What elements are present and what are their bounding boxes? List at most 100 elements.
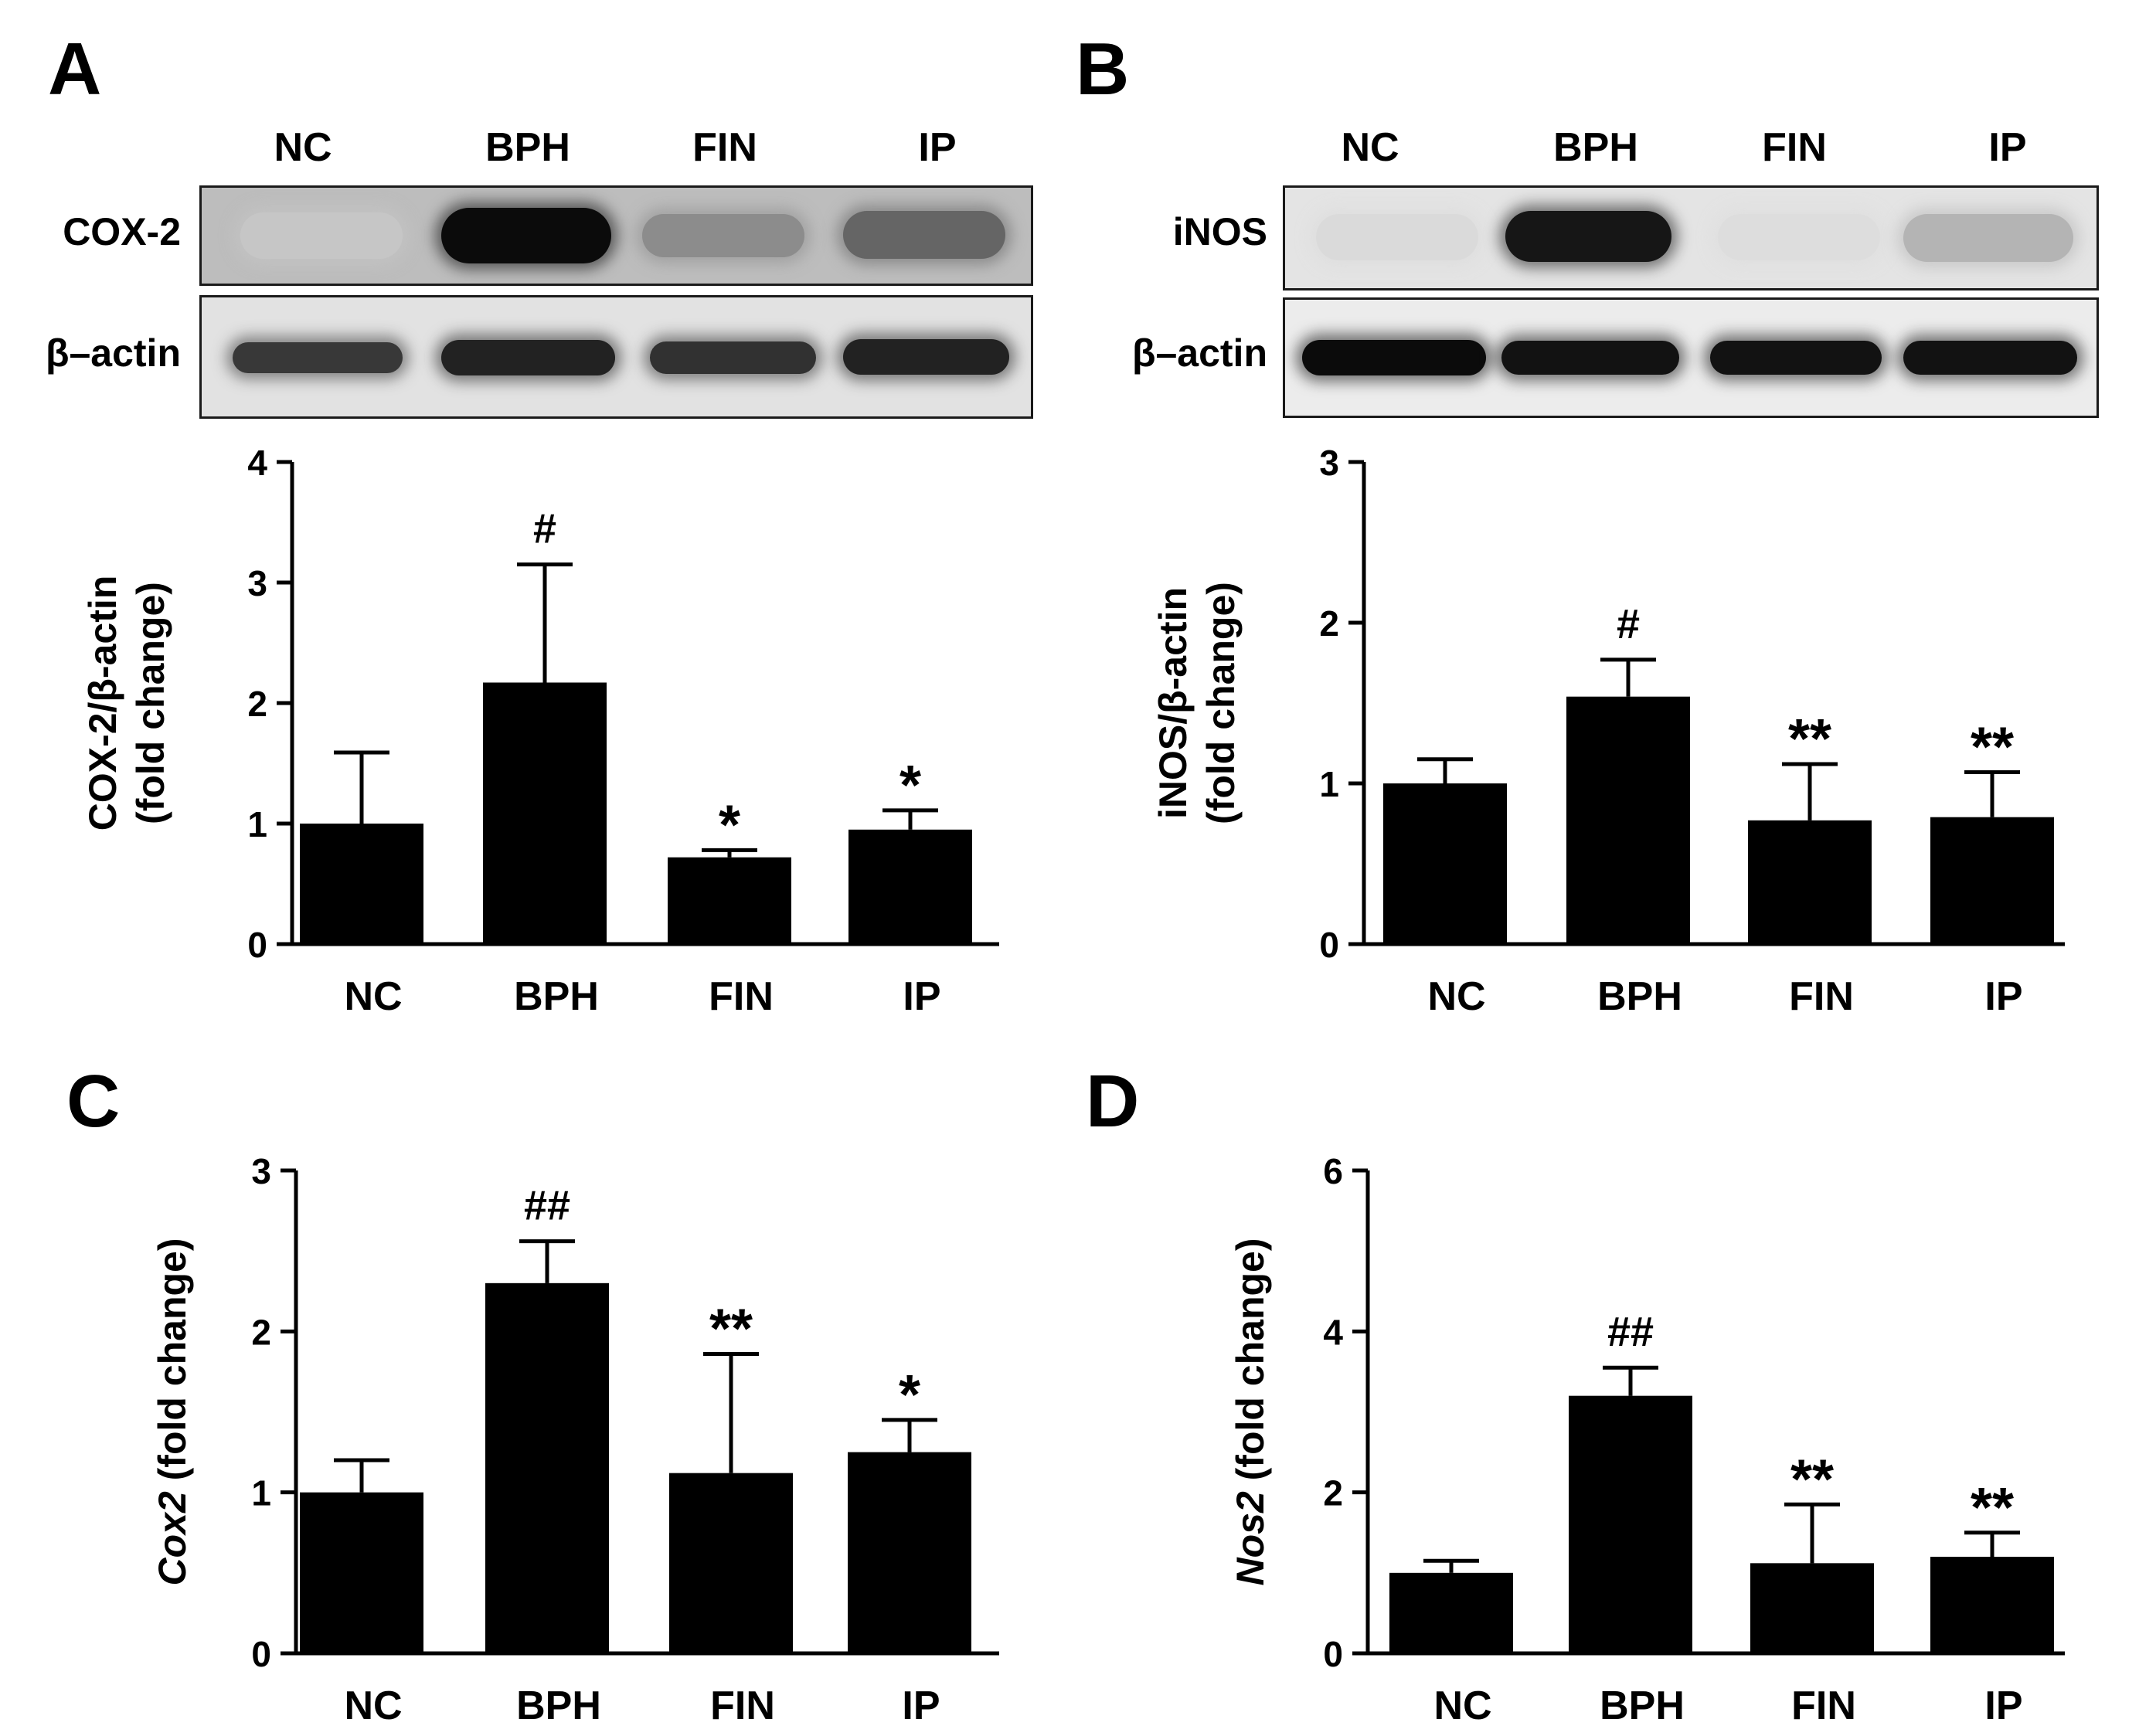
blot-band <box>1903 214 2073 262</box>
lane-label-nc: NC <box>1341 125 1399 170</box>
x-tick-label: NC <box>1433 1683 1491 1728</box>
significance-marker: # <box>533 506 556 552</box>
x-tick-label: FIN <box>1789 974 1854 1019</box>
x-tick-label: IP <box>902 1683 940 1728</box>
bar <box>1389 1572 1513 1653</box>
y-axis-label: COX-2/β-actin <box>81 576 124 831</box>
panel-letter-c: C <box>66 1060 121 1143</box>
panel-letter-a: A <box>48 28 102 110</box>
blot-band <box>1710 341 1882 375</box>
blot-band <box>233 342 403 373</box>
lane-label-ip: IP <box>1988 125 2027 170</box>
y-axis-label-unit: (fold change) <box>151 1238 194 1491</box>
y-tick-label: 3 <box>247 563 267 603</box>
lane-label-fin: FIN <box>1762 125 1827 170</box>
blot-target-label: COX-2 <box>63 210 181 253</box>
bar <box>1750 1563 1874 1653</box>
significance-marker: ** <box>709 1299 753 1361</box>
x-tick-label: BPH <box>514 974 599 1019</box>
y-tick-label: 4 <box>247 443 267 483</box>
blot-loading-strip <box>1283 297 2099 418</box>
bar <box>300 824 423 944</box>
chart-panel-b: 0 1 2 3 iNOS/β-actin (fold change) NC # BPH ** FIN… <box>1151 443 2065 1019</box>
bar <box>848 1452 971 1653</box>
significance-marker: ## <box>524 1183 570 1229</box>
blot-band <box>843 339 1009 375</box>
bar <box>1383 783 1507 944</box>
significance-marker: * <box>719 794 740 856</box>
chart-panel-d: 0 2 4 6 Nos2 (fold change) NC ## BPH ** FIN ** IP <box>1229 1151 2065 1728</box>
chart-panel-c: 0 1 2 3 Cox2 (fold change) NC ## BPH ** FIN * IP <box>151 1151 999 1728</box>
blot-loading-label: β–actin <box>1131 331 1267 375</box>
lane-label-nc: NC <box>274 125 332 170</box>
blot-band <box>1302 340 1486 375</box>
y-tick-label: 3 <box>1319 443 1339 483</box>
lane-label-bph: BPH <box>485 125 570 170</box>
y-tick-label: 6 <box>1323 1151 1343 1191</box>
x-tick-label: NC <box>344 1683 402 1728</box>
bar <box>483 682 607 944</box>
y-tick-label: 1 <box>1319 764 1339 804</box>
significance-marker: ** <box>1788 708 1831 770</box>
y-tick-label: 2 <box>247 684 267 724</box>
significance-marker: ** <box>1790 1449 1834 1510</box>
y-axis-label-gene: Nos2 <box>1229 1491 1272 1585</box>
x-tick-label: NC <box>1427 974 1485 1019</box>
y-tick-label: 2 <box>1319 603 1339 644</box>
blot-band <box>1505 211 1671 262</box>
blot-band <box>642 214 804 257</box>
panel-letter-b: B <box>1076 28 1130 110</box>
x-tick-label: FIN <box>709 974 774 1019</box>
bar <box>485 1282 609 1653</box>
y-tick-label: 0 <box>1319 925 1339 965</box>
lane-label-fin: FIN <box>692 125 757 170</box>
y-axis-label-gene: Cox2 <box>151 1491 194 1585</box>
y-tick-label: 0 <box>247 925 267 965</box>
bar <box>669 1473 793 1653</box>
lane-label-ip: IP <box>918 125 957 170</box>
significance-marker: ## <box>1607 1309 1654 1355</box>
blot-band <box>1501 341 1679 375</box>
significance-marker: * <box>899 1364 920 1426</box>
x-tick-label: NC <box>344 974 402 1019</box>
y-axis-label: (fold change) <box>1199 582 1243 824</box>
blot-band <box>1903 341 2077 375</box>
bar <box>848 829 972 944</box>
y-tick-label: 1 <box>247 804 267 844</box>
blot-band <box>441 340 615 375</box>
x-tick-label: FIN <box>1791 1683 1856 1728</box>
panel-letter-d: D <box>1086 1060 1140 1143</box>
y-tick-label: 1 <box>251 1473 271 1513</box>
y-axis-label: (fold change) <box>129 582 172 824</box>
x-tick-label: BPH <box>516 1683 601 1728</box>
blot-loading-label: β–actin <box>45 331 181 375</box>
bar <box>1930 1557 2054 1653</box>
bar <box>1930 817 2054 944</box>
blot-band <box>1316 214 1478 260</box>
blot-target-label: iNOS <box>1172 210 1267 253</box>
significance-marker: * <box>899 755 921 817</box>
bar <box>300 1492 423 1653</box>
x-tick-label: BPH <box>1597 974 1682 1019</box>
x-tick-label: FIN <box>710 1683 775 1728</box>
y-axis-label: Nos2 (fold change) <box>1229 1238 1272 1585</box>
significance-marker: # <box>1617 601 1640 647</box>
blot-band <box>1718 214 1880 260</box>
chart-panel-a: 0 1 2 3 4 COX-2/β-actin (fold change) NC # BPH * FI… <box>81 443 999 1019</box>
blot-band <box>441 208 611 263</box>
bar <box>1569 1395 1692 1653</box>
x-tick-label: IP <box>903 974 940 1019</box>
bar <box>1748 820 1872 944</box>
significance-marker: ** <box>1971 716 2014 778</box>
significance-marker: ** <box>1971 1477 2014 1539</box>
y-tick-label: 4 <box>1323 1312 1343 1352</box>
blot-target-strip <box>1283 185 2099 290</box>
y-tick-label: 2 <box>1323 1473 1343 1513</box>
x-tick-label: IP <box>1984 1683 2022 1728</box>
blot-band <box>240 212 403 259</box>
y-tick-label: 0 <box>251 1634 271 1674</box>
blot-target-strip <box>199 185 1033 286</box>
x-tick-label: BPH <box>1600 1683 1685 1728</box>
blot-loading-strip <box>199 295 1033 419</box>
